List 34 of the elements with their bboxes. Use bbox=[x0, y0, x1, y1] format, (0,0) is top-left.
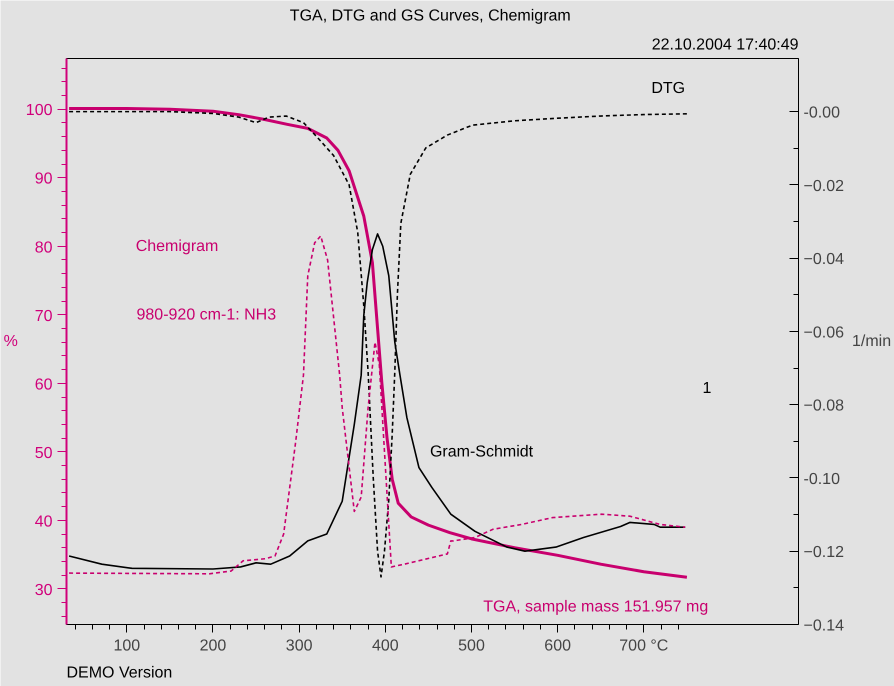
y-tick-label: 30 bbox=[34, 582, 53, 599]
y-tick-label: 80 bbox=[34, 239, 53, 256]
y-tick-label: 60 bbox=[34, 376, 53, 394]
x-tick-label: 200 bbox=[200, 638, 226, 654]
y2-tick-label: -0.00 bbox=[804, 104, 840, 122]
x-tick-label: 400 bbox=[372, 638, 399, 654]
series-label: DTG bbox=[651, 80, 686, 97]
y2-tick-label: −0.14 bbox=[804, 618, 844, 634]
text: DEMO Version bbox=[66, 664, 172, 682]
y2-tick-label: −0.12 bbox=[804, 544, 844, 562]
y-tick-label: 90 bbox=[34, 170, 53, 188]
annotation: 980-920 cm-1: NH3 bbox=[136, 306, 276, 324]
annotation: Chemigram bbox=[136, 238, 218, 255]
annotation: 1 bbox=[702, 380, 712, 397]
x-tick-label: 500 bbox=[458, 638, 485, 654]
y-tick-label: 50 bbox=[34, 444, 53, 462]
series-label: TGA, sample mass 151.957 mg bbox=[483, 598, 708, 616]
text: 22.10.2004 17:40:49 bbox=[652, 36, 799, 54]
y2-tick-label: -0.10 bbox=[804, 470, 840, 488]
x-tick-label: 100 bbox=[113, 638, 140, 654]
series-label: Gram-Schmidt bbox=[430, 443, 534, 460]
y-tick-label: 100 bbox=[26, 102, 53, 120]
y2-axis-title: 1/min bbox=[852, 333, 892, 350]
x-tick-label: 300 bbox=[286, 638, 313, 654]
y2-tick-label: −0.08 bbox=[804, 398, 844, 415]
y-tick-label: 40 bbox=[34, 513, 53, 530]
x-tick-label: 700 °C bbox=[619, 638, 668, 654]
y2-tick-label: −0.04 bbox=[804, 251, 844, 268]
y-axis-title: % bbox=[4, 333, 18, 350]
chart-title: TGA, DTG and GS Curves, Chemigram bbox=[290, 8, 571, 24]
y2-tick-label: −0.02 bbox=[804, 178, 844, 195]
x-tick-label: 600 bbox=[544, 638, 572, 654]
y2-tick-label: −0.06 bbox=[804, 324, 844, 342]
y-tick-label: 70 bbox=[34, 308, 53, 325]
